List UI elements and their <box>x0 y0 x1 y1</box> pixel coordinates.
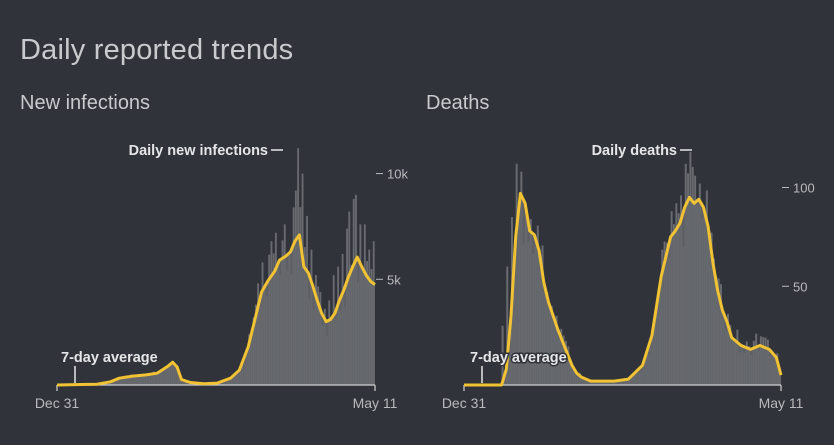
deaths-bar <box>501 325 504 385</box>
deaths-bar <box>506 266 509 385</box>
infections-average-line <box>56 233 376 387</box>
deaths-y-tick-label: 50 <box>793 279 807 294</box>
infections-y-tick-label: 10k <box>387 167 408 182</box>
infections-x-start-label: Dec 31 <box>35 395 80 411</box>
infections-average-area <box>57 234 375 385</box>
infections-chart: 5k 10k Dec 31 May 11 Daily new infections 7-d… <box>35 143 409 411</box>
infections-x-end-label: May 11 <box>353 395 398 411</box>
infections-chart-title: New infections <box>20 92 151 114</box>
infections-bars-label: Daily new infections <box>129 143 268 159</box>
page-title: Daily reported trends <box>20 34 294 66</box>
deaths-average-label: 7-day average <box>470 350 567 366</box>
infections-average-label: 7-day average <box>61 350 158 366</box>
deaths-chart-title: Deaths <box>426 92 490 114</box>
deaths-average-line <box>464 191 783 387</box>
infections-y-tick-label: 5k <box>387 272 401 287</box>
deaths-chart: 50 100 Dec 31 May 11 Daily deaths 7-day avera… <box>442 143 815 411</box>
deaths-x-end-label: May 11 <box>759 395 804 411</box>
deaths-average-area <box>464 193 781 385</box>
deaths-bars-label: Daily deaths <box>592 143 677 159</box>
deaths-x-start-label: Dec 31 <box>442 395 487 411</box>
deaths-y-tick-label: 100 <box>793 181 815 196</box>
